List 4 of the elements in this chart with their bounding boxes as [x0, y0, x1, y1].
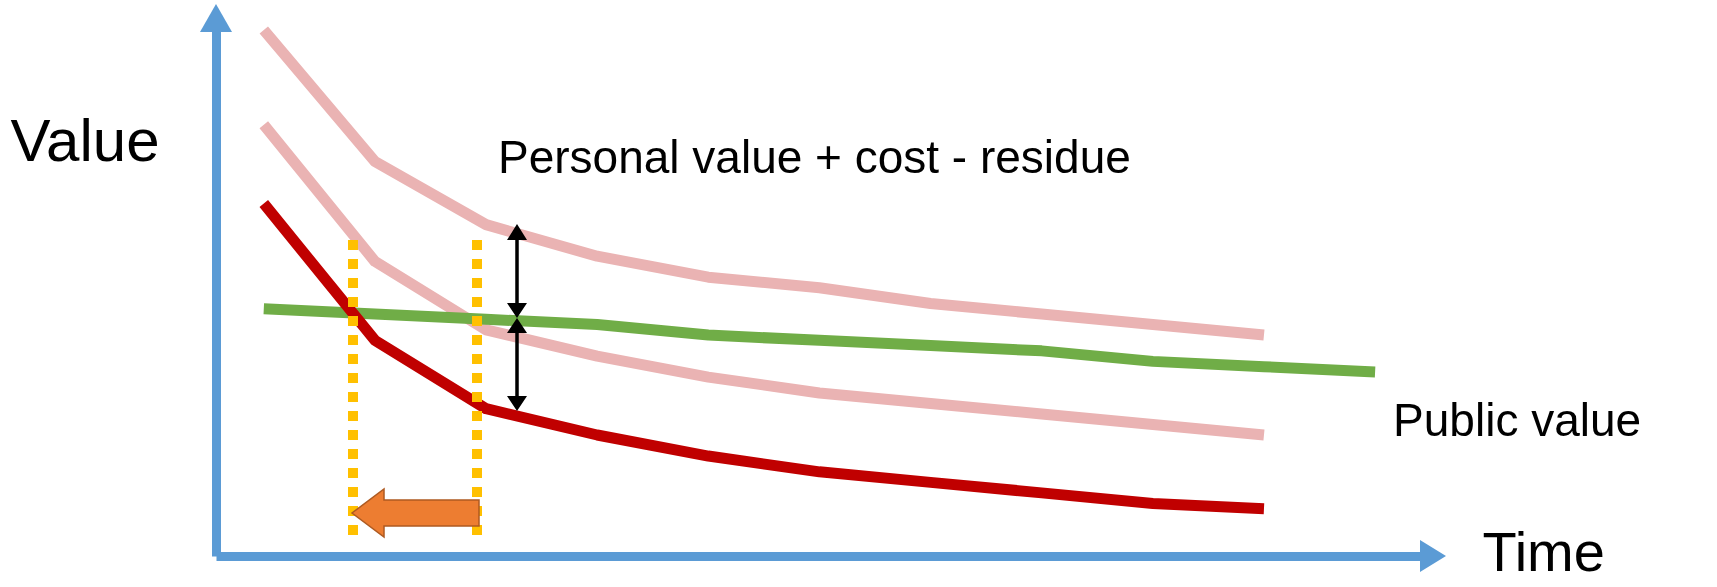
annotation: Personal value + cost - residue	[498, 131, 1131, 183]
x-axis-title: Time	[1482, 519, 1605, 583]
series-label: Public value	[1393, 393, 1642, 446]
y-axis-title: Value	[10, 106, 160, 174]
